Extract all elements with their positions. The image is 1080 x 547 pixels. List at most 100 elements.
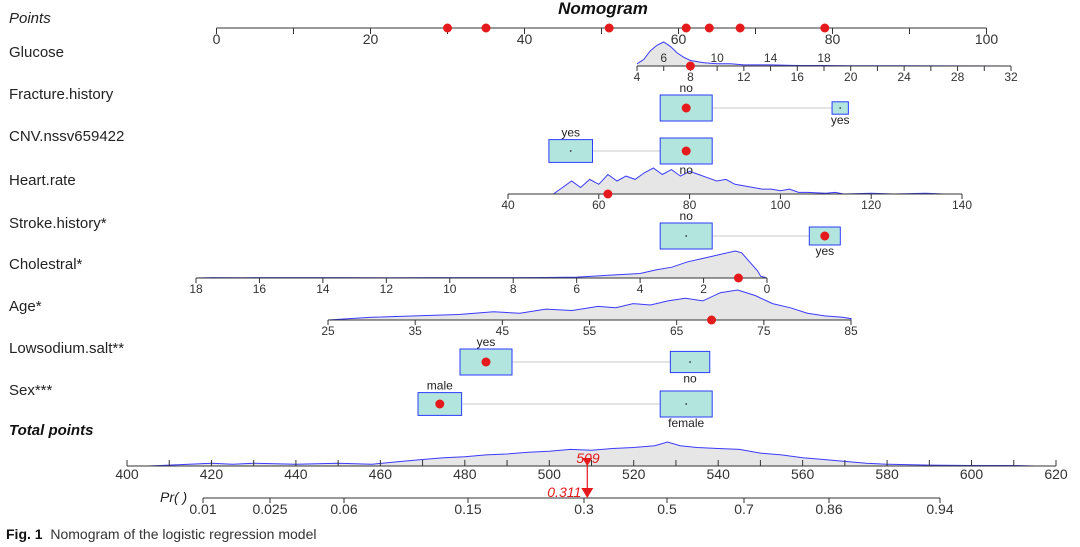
glucose-minor-label: 6 [660,51,667,65]
total-points-tick-label: 540 [707,466,731,482]
age-tick-label: 65 [670,324,684,338]
glucose-density-fill [637,42,1011,66]
cholestral-tick-label: 10 [443,282,457,296]
probability-tick-label: 0.06 [330,501,357,517]
cholestral-tick-label: 2 [700,282,707,296]
stroke-history-level-yes: yes [815,244,834,258]
total-points-tick-label: 420 [200,466,224,482]
total-points-tick-label: 580 [875,466,899,482]
cholestral-tick-label: 12 [380,282,394,296]
probability-tick-label: 0.7 [734,501,754,517]
variable-label-cnv-nssv659422: CNV.nssv659422 [9,128,124,145]
points-tick-label: 20 [363,31,379,47]
probability-label: Pr( ) [160,489,187,505]
probability-tick-label: 0.5 [657,501,677,517]
glucose-minor-label: 10 [710,51,724,65]
age-tick-label: 45 [496,324,510,338]
points-marker [820,23,830,33]
total-points-tick-label: 440 [284,466,308,482]
glucose-tick-label: 8 [687,70,694,84]
total-points-tick-label: 620 [1044,466,1068,482]
cholestral-tick-label: 14 [316,282,330,296]
cholestral-tick-label: 8 [510,282,517,296]
glucose-tick-label: 4 [634,70,641,84]
points-marker [604,23,614,33]
heart-rate-tick-label: 40 [501,198,515,212]
total-points-tick-label: 460 [369,466,393,482]
lowsodium-salt-box-center [689,361,691,363]
glucose-tick-label: 24 [897,70,911,84]
observed-total-value: 509 [576,450,600,466]
variable-label-lowsodium-salt: Lowsodium.salt** [9,340,124,357]
glucose-tick-label: 28 [951,70,965,84]
total-points-tick-label: 560 [791,466,815,482]
fracture-history-level-yes: yes [831,113,850,127]
probability-tick-label: 0.86 [815,501,842,517]
probability-tick-label: 0.01 [189,501,216,517]
probability-tick-label: 0.94 [926,501,953,517]
categorical-layer: no yes yes no no yes yes no male female [417,81,850,430]
cholestral-tick-label: 6 [573,282,580,296]
variable-label-heart-rate: Heart.rate [9,172,76,189]
points-tick-label: 60 [671,31,687,47]
cholestral-tick-label: 4 [637,282,644,296]
variable-label-sex: Sex*** [9,382,53,399]
points-tick-label: 100 [975,31,999,47]
cnv-nssv659422-box-center [569,150,572,152]
cnv-nssv659422-level-no: no [680,163,694,177]
figure-caption: Fig. 1 Nomogram of the logistic regressi… [6,526,316,542]
glucose-tick-label: 12 [737,70,751,84]
age-observed-marker [707,315,717,325]
total-points-tick-label: 520 [622,466,646,482]
fracture-history-observed-marker [681,103,691,113]
points-marker [443,23,452,33]
cholestral-observed-marker [733,273,743,283]
glucose-tick-label: 20 [844,70,858,84]
age-density-line [327,289,852,321]
points-tick-label: 80 [825,31,841,47]
variable-label-glucose: Glucose [9,44,64,61]
points-marker [735,23,745,33]
variable-label-stroke-history: Stroke.history* [9,215,107,232]
stroke-history-level-no: no [680,209,694,223]
cholestral-tick-label: 0 [764,282,771,296]
variable-label-age: Age* [9,298,42,315]
total-points-tick-label: 480 [453,466,477,482]
lowsodium-salt-level-yes: yes [477,335,496,349]
glucose-tick-label: 32 [1004,70,1018,84]
age-density-fill [328,290,851,320]
lowsodium-salt-level-no: no [683,372,697,386]
points-label: Points [9,10,51,27]
cnv-nssv659422-level-yes: yes [561,126,580,140]
sex-level-male: male [427,379,453,393]
total-points-tick-label: 500 [538,466,562,482]
age-tick-label: 35 [408,324,422,338]
glucose-minor-label: 18 [817,51,831,65]
heart-rate-observed-marker [603,189,613,199]
variable-labels-layer: Nomogram Points Glucose Fracture.history CNV… [9,0,648,505]
observed-total-arrow [582,458,593,466]
heart-rate-density-line [553,167,944,195]
total-points-density-fill [148,442,1035,466]
age-tick-label: 75 [757,324,771,338]
points-tick-label: 40 [517,31,533,47]
fracture-history-level-no: no [680,81,694,95]
heart-rate-tick-label: 60 [592,198,606,212]
fracture-history-box-center [839,107,842,109]
lowsodium-salt-observed-marker [481,357,491,367]
total-points-tick-label: 600 [960,466,984,482]
age-tick-label: 55 [583,324,597,338]
heart-rate-tick-label: 80 [683,198,697,212]
chart-title: Nomogram [558,0,648,18]
variable-label-cholestral: Cholestral* [9,256,83,273]
points-tick-label: 0 [213,31,221,47]
cnv-nssv659422-observed-marker [681,146,691,156]
observed-probability-arrow [581,488,594,498]
glucose-observed-marker [685,61,695,71]
sex-box-center [685,403,688,405]
density-layer [148,41,1035,467]
glucose-minor-label: 14 [764,51,778,65]
observed-probability-value: 0.311 [547,484,581,500]
caption-text: Nomogram of the logistic regression mode… [50,526,317,542]
